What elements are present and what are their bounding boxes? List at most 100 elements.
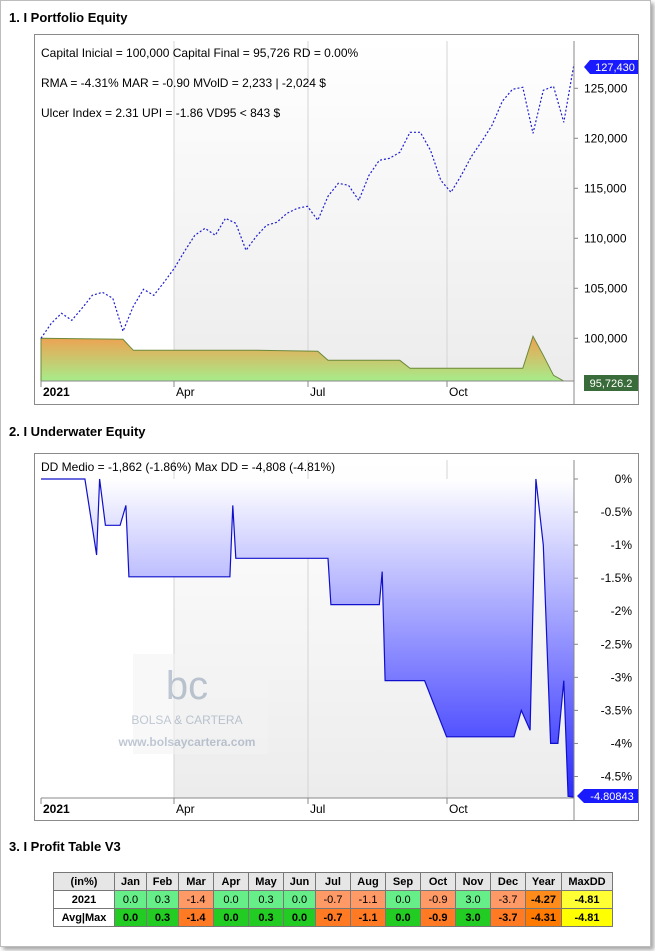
x-tick-label: Apr <box>176 385 195 399</box>
row-label: 2021 <box>53 890 115 909</box>
stats-line-2: RMA = -4.31% MAR = -0.90 MVolD = 2,233 |… <box>41 76 326 90</box>
table-cell: -1.1 <box>350 908 386 927</box>
table-header-cell: Jun <box>283 872 316 891</box>
watermark-name: BOLSA & CARTERA <box>131 713 242 727</box>
underwater-stats: DD Medio = -1,862 (-1.86%) Max DD = -4,8… <box>41 460 335 474</box>
underwater-line <box>41 478 575 798</box>
table-header-cell: Aug <box>350 872 386 891</box>
table-cell: 0.0 <box>283 908 316 927</box>
watermark-url: www.bolsaycartera.com <box>118 735 256 749</box>
underwater-area <box>41 479 574 797</box>
y-tick-label: -3% <box>611 670 633 684</box>
table-header-cell: Year <box>525 872 562 891</box>
y-tick-label: -4.5% <box>601 770 633 784</box>
x-tick-label: Apr <box>176 802 195 816</box>
table-cell: 3.0 <box>455 908 491 927</box>
uw-last-value-label: -4.80843 <box>590 791 633 803</box>
underwater-section-title: 2. I Underwater Equity <box>9 424 146 439</box>
table-cell: 0.3 <box>248 890 284 909</box>
table-cell: -0.7 <box>315 890 351 909</box>
watermark: bc BOLSA & CARTERA www.bolsaycartera.com <box>118 654 268 754</box>
y-tick-label: -1.5% <box>601 571 633 585</box>
table-header-cell: Jan <box>114 872 147 891</box>
profit-table: (in%) Jan Feb Mar Apr May Jun Jul Aug Sep Oct Nov De… <box>53 872 613 927</box>
table-cell: -4.81 <box>561 890 613 909</box>
x-tick-label: 2021 <box>43 385 70 399</box>
x-tick-label: Jul <box>310 802 325 816</box>
underwater-chart: bc BOLSA & CARTERA www.bolsaycartera.com… <box>40 460 638 820</box>
watermark-logo: bc <box>166 664 208 708</box>
table-cell: -3.7 <box>490 890 526 909</box>
table-cell: 0.3 <box>146 908 179 927</box>
x-tick-label: Oct <box>449 385 468 399</box>
table-header-cell: Oct <box>420 872 456 891</box>
table-header-cell: (in%) <box>53 872 115 891</box>
y-tick-label: -0.5% <box>601 505 633 519</box>
table-header-cell: Apr <box>213 872 249 891</box>
final-value-badge: 95,726.2 <box>584 375 638 391</box>
y-tick-label: 105,000 <box>584 281 628 295</box>
table-cell: -0.9 <box>420 890 456 909</box>
y-tick-label: -3.5% <box>601 703 633 717</box>
stats-line-1: Capital Inicial = 100,000 Capital Final … <box>41 46 359 60</box>
final-value-label: 95,726.2 <box>590 378 633 390</box>
table-cell: 0.3 <box>146 890 179 909</box>
table-cell: -0.7 <box>315 908 351 927</box>
table-header-cell: Dec <box>490 872 526 891</box>
y-tick-label: 100,000 <box>584 331 628 345</box>
y-tick-label: 110,000 <box>584 231 627 245</box>
table-row: Avg|Max 0.0 0.3 -1.4 0.0 0.3 0.0 -0.7 -1.1 0.0 -0.… <box>53 908 613 927</box>
plot-shading <box>447 41 574 381</box>
table-cell: 0.0 <box>213 908 249 927</box>
table-header-cell: MaxDD <box>561 872 613 891</box>
table-cell: -1.4 <box>178 908 214 927</box>
drawdown-area <box>40 335 574 382</box>
x-tick-label: 2021 <box>43 802 70 816</box>
table-cell: 0.0 <box>283 890 316 909</box>
y-tick-label: -2.5% <box>601 637 633 651</box>
equity-chart: 125,000 120,000 115,000 110,000 105,000 100,0… <box>40 41 638 404</box>
table-cell: 0.0 <box>114 908 147 927</box>
table-cell: 0.0 <box>213 890 249 909</box>
y-tick-label: 115,000 <box>584 181 627 195</box>
table-header-cell: Nov <box>455 872 491 891</box>
stats-line-3: Ulcer Index = 2.31 UPI = -1.86 VD95 < 84… <box>41 106 280 120</box>
table-row: 2021 0.0 0.3 -1.4 0.0 0.3 0.0 -0.7 -1.1 0.0 -0.9 3.… <box>53 890 613 909</box>
y-tick-label: 0% <box>615 472 633 486</box>
uw-last-value-badge: -4.80843 <box>577 789 638 803</box>
table-header-cell: Feb <box>146 872 179 891</box>
table-header-cell: Mar <box>178 872 214 891</box>
table-cell: 0.0 <box>385 908 421 927</box>
plot-shading <box>174 41 447 381</box>
equity-section-title: 1. I Portfolio Equity <box>9 10 128 25</box>
table-header-cell: Jul <box>315 872 351 891</box>
y-tick-label: -2% <box>611 604 633 618</box>
table-cell: -4.27 <box>525 890 562 909</box>
y-tick-label: -4% <box>611 736 633 750</box>
y-tick-label: 125,000 <box>584 81 628 95</box>
row-label: Avg|Max <box>53 908 115 927</box>
table-cell: 3.0 <box>455 890 491 909</box>
table-cell: 0.3 <box>248 908 284 927</box>
table-cell: -4.81 <box>561 908 613 927</box>
y-tick-label: -1% <box>611 538 633 552</box>
table-cell: -1.4 <box>178 890 214 909</box>
table-cell: -0.9 <box>420 908 456 927</box>
y-tick-label: 120,000 <box>584 131 628 145</box>
table-cell: 0.0 <box>114 890 147 909</box>
table-cell: -4.31 <box>525 908 562 927</box>
table-header-cell: May <box>248 872 284 891</box>
table-header-cell: Sep <box>385 872 421 891</box>
table-cell: -1.1 <box>350 890 386 909</box>
table-cell: -3.7 <box>490 908 526 927</box>
table-header-row: (in%) Jan Feb Mar Apr May Jun Jul Aug Sep Oct Nov De… <box>53 872 613 891</box>
equity-line <box>40 63 575 339</box>
last-value-badge: 127,430 <box>584 60 638 74</box>
equity-panel: 125,000 120,000 115,000 110,000 105,000 100,0… <box>34 34 639 405</box>
table-cell: 0.0 <box>385 890 421 909</box>
profit-section-title: 3. I Profit Table V3 <box>9 839 121 854</box>
underwater-panel: bc BOLSA & CARTERA www.bolsaycartera.com… <box>34 453 639 821</box>
x-tick-label: Jul <box>310 385 325 399</box>
x-tick-label: Oct <box>449 802 468 816</box>
